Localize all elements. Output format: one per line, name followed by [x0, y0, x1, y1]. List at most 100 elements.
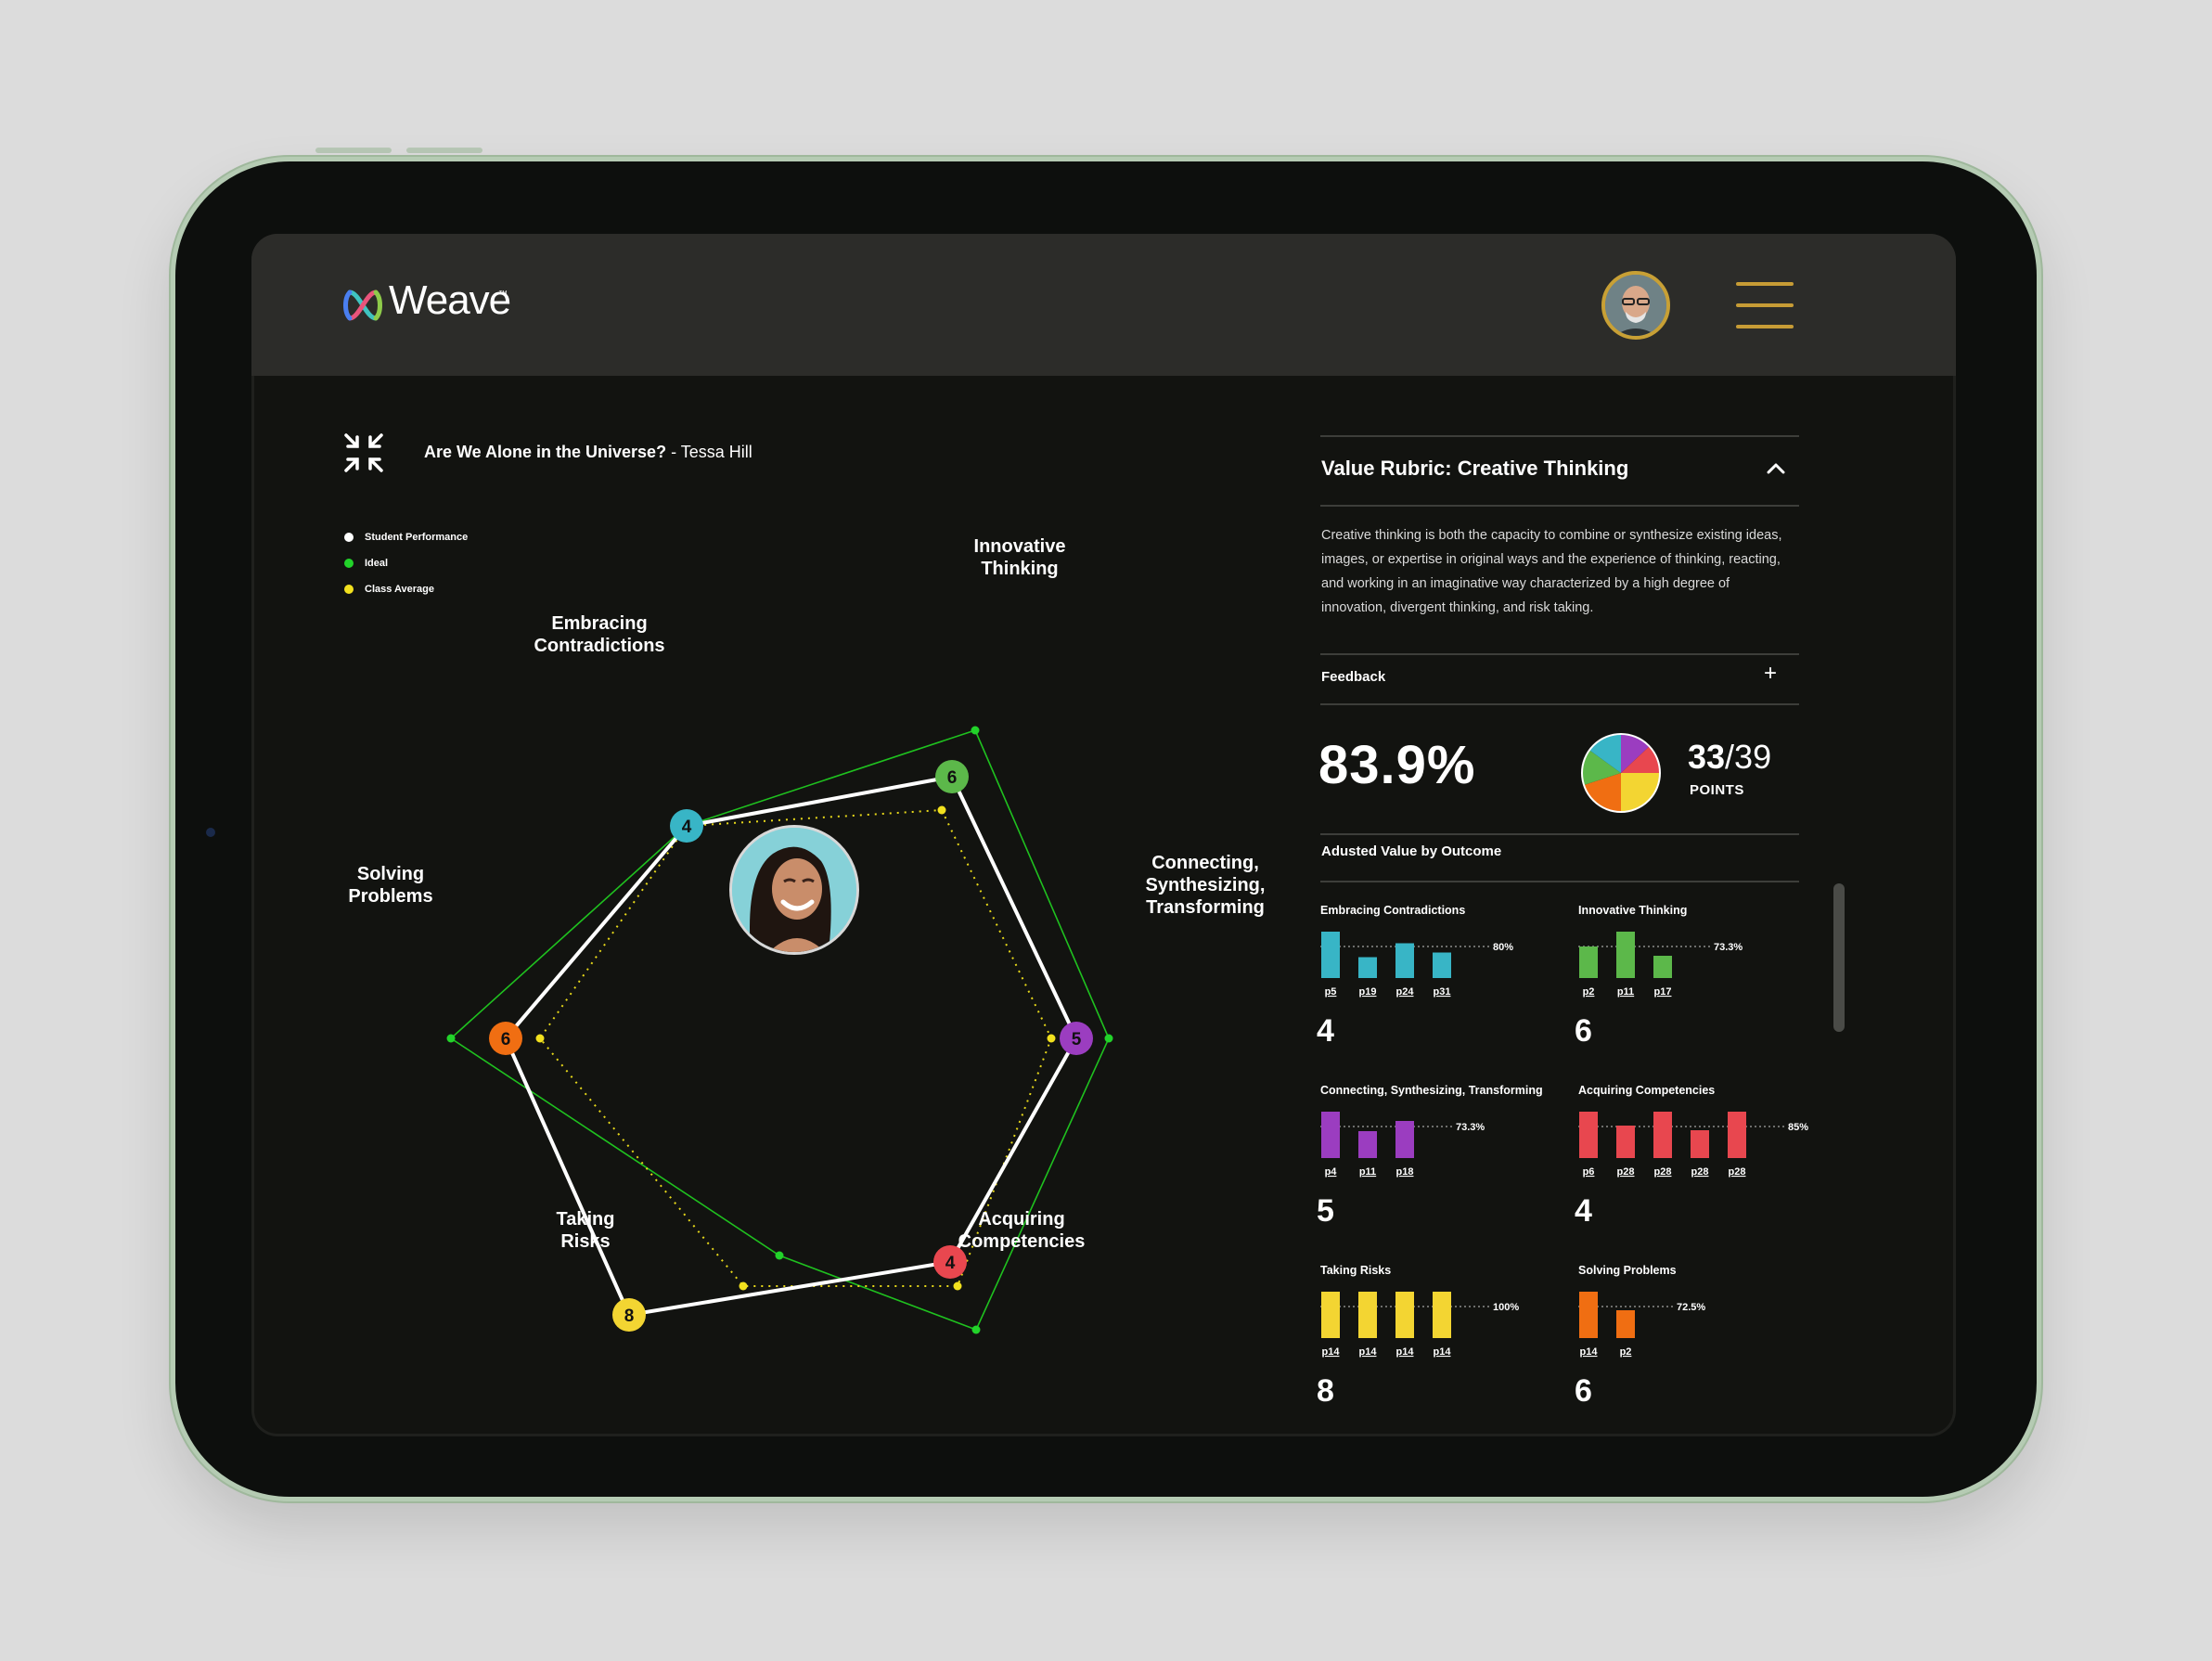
menu-icon[interactable] — [1736, 282, 1794, 328]
score-marker-label: 4 — [682, 818, 692, 837]
bar — [1616, 1310, 1635, 1338]
camera — [206, 828, 215, 837]
pie-slice — [1621, 746, 1660, 773]
chevron-up-icon[interactable] — [1766, 458, 1786, 479]
score-marker-label: 4 — [945, 1254, 956, 1273]
bar-label: p14 — [1580, 1346, 1599, 1358]
rubric-title: Value Rubric: Creative Thinking — [1321, 457, 1629, 480]
assignment-title: Are We Alone in the Universe? — [424, 443, 667, 461]
ideal-point — [971, 726, 980, 735]
score-marker — [1060, 1022, 1093, 1055]
collapse-icon[interactable] — [342, 431, 385, 474]
bar-label: p4 — [1325, 1166, 1338, 1178]
assignment-heading: Are We Alone in the Universe? - Tessa Hi… — [424, 443, 752, 462]
score-marker-label: 5 — [1072, 1030, 1082, 1049]
axis-label-innovative-thinking: Innovative Thinking — [973, 536, 1066, 579]
outcome-chart-title: Innovative Thinking — [1578, 904, 1688, 917]
expand-feedback-icon[interactable]: + — [1764, 661, 1778, 686]
title-separator: - — [666, 443, 681, 461]
axis-label-embracing-contradictions: Embracing Contradictions — [534, 613, 665, 656]
bar — [1653, 956, 1672, 978]
points-pie-chart — [1581, 733, 1661, 813]
bar-label: p28 — [1729, 1166, 1746, 1178]
score-marker-label: 8 — [624, 1307, 635, 1326]
axis-label-solving-problems: Solving Problems — [348, 864, 433, 907]
outcome-section-title: Adusted Value by Outcome — [1321, 843, 1502, 859]
bar-label: p28 — [1691, 1166, 1709, 1178]
bar-label: p24 — [1396, 986, 1415, 998]
bar-label: p5 — [1325, 986, 1337, 998]
threshold-label: 85% — [1788, 1122, 1808, 1133]
outcome-bar-chart: 73.3% p4 p11 p18 — [1320, 1112, 1485, 1178]
bar — [1616, 932, 1635, 978]
pie-border — [1581, 733, 1661, 813]
bar-label: p11 — [1617, 986, 1634, 998]
outcome-bar-chart: 72.5% p14 p2 — [1578, 1292, 1705, 1358]
threshold-label: 80% — [1493, 942, 1513, 953]
outcome-chart: Acquiring Competencies 85% p6 p28 p28 p28 p28 4 — [1575, 1084, 1829, 1260]
score-marker — [612, 1298, 646, 1332]
class-average-point — [739, 1281, 748, 1291]
bar — [1395, 943, 1414, 978]
score-marker — [935, 760, 969, 793]
outcome-chart-title: Taking Risks — [1320, 1264, 1392, 1277]
divider — [1320, 703, 1799, 705]
pie-slice — [1589, 734, 1621, 773]
outcome-bar-chart: 100% p14 p14 p14 p14 — [1320, 1292, 1519, 1358]
bar-label: p2 — [1620, 1346, 1632, 1358]
outcome-chart: Connecting, Synthesizing, Transforming 73… — [1317, 1084, 1571, 1260]
rubric-description: Creative thinking is both the capacity t… — [1321, 528, 1782, 615]
bar-label: p11 — [1359, 1166, 1376, 1178]
ideal-point — [971, 1325, 981, 1334]
divider — [1320, 833, 1799, 835]
outcome-score: 8 — [1317, 1373, 1334, 1409]
bar-label: p18 — [1396, 1166, 1414, 1178]
feedback-label[interactable]: Feedback — [1321, 669, 1386, 685]
weave-logo-icon — [343, 290, 382, 321]
bar — [1579, 946, 1598, 978]
scrollbar[interactable] — [1833, 883, 1845, 1032]
bar — [1358, 1292, 1377, 1338]
threshold-label: 73.3% — [1456, 1122, 1485, 1133]
pie-slice — [1584, 773, 1621, 812]
pie-slice — [1582, 750, 1621, 785]
bar-label: p6 — [1583, 1166, 1595, 1178]
bar-label: p14 — [1396, 1346, 1415, 1358]
points-value: 33/39 — [1688, 738, 1771, 777]
app-screen: Weave ™ — [251, 234, 1956, 1436]
outcome-chart: Taking Risks 100% p14 p14 p14 p14 8 — [1317, 1264, 1571, 1436]
legend-item-class-average: Class Average — [344, 576, 468, 602]
bar — [1433, 952, 1451, 978]
outcome-bar-chart: 73.3% p2 p11 p17 — [1578, 932, 1743, 998]
axis-label-taking-risks: Taking Risks — [556, 1209, 615, 1252]
student-photo — [729, 825, 859, 955]
class-average-point — [953, 1281, 962, 1291]
divider — [1320, 435, 1799, 437]
outcome-bar-chart: 80% p5 p19 p24 p31 — [1320, 932, 1513, 998]
divider — [1320, 653, 1799, 655]
bar — [1579, 1292, 1598, 1338]
bar-label: p17 — [1654, 986, 1672, 998]
points-total: /39 — [1725, 738, 1772, 776]
axis-label-acquiring-competencies: Acquiring Competencies — [958, 1209, 1086, 1252]
volume-down-button — [406, 148, 482, 153]
outcome-score: 6 — [1575, 1013, 1592, 1049]
radar-chart: 6 5 4 8 6 4 — [446, 726, 1113, 1334]
score-marker — [933, 1245, 967, 1279]
bar — [1321, 1112, 1340, 1158]
outcome-score: 6 — [1575, 1373, 1592, 1409]
pie-slice — [1621, 734, 1650, 773]
bar-label: p14 — [1322, 1346, 1341, 1358]
outcome-chart: Innovative Thinking 73.3% p2 p11 p17 6 — [1575, 904, 1829, 1080]
bar — [1395, 1292, 1414, 1338]
volume-up-button — [315, 148, 392, 153]
user-avatar[interactable] — [1601, 271, 1670, 340]
tablet-frame: Weave ™ — [171, 157, 2041, 1501]
bar-label: p19 — [1359, 986, 1377, 998]
outcome-chart-title: Connecting, Synthesizing, Transforming — [1320, 1084, 1543, 1097]
bar-label: p14 — [1359, 1346, 1378, 1358]
pie-slice — [1621, 773, 1660, 812]
bar — [1579, 1112, 1598, 1158]
outcome-bar-chart: 85% p6 p28 p28 p28 p28 — [1578, 1112, 1808, 1178]
threshold-label: 72.5% — [1677, 1302, 1705, 1313]
